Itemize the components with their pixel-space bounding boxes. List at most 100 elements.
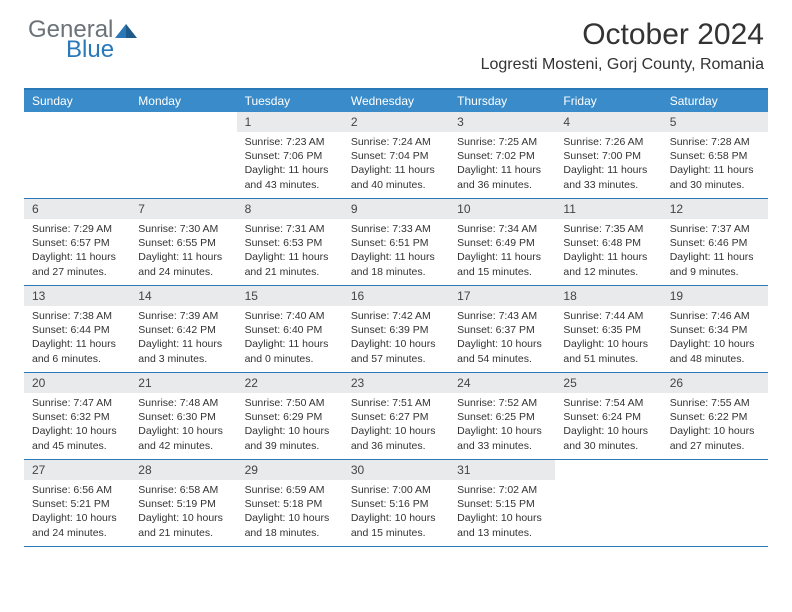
day-number: 9 <box>343 199 449 219</box>
day-details: Sunrise: 7:33 AMSunset: 6:51 PMDaylight:… <box>343 219 449 285</box>
day-cell: 11Sunrise: 7:35 AMSunset: 6:48 PMDayligh… <box>555 199 661 285</box>
day-number: 18 <box>555 286 661 306</box>
sunrise-text: Sunrise: 7:00 AM <box>351 483 441 497</box>
day-details: Sunrise: 7:44 AMSunset: 6:35 PMDaylight:… <box>555 306 661 372</box>
daylight-text: Daylight: 10 hours and 36 minutes. <box>351 424 441 452</box>
sunset-text: Sunset: 6:37 PM <box>457 323 547 337</box>
day-details: Sunrise: 7:52 AMSunset: 6:25 PMDaylight:… <box>449 393 555 459</box>
sunset-text: Sunset: 5:19 PM <box>138 497 228 511</box>
daylight-text: Daylight: 10 hours and 57 minutes. <box>351 337 441 365</box>
day-details: Sunrise: 7:37 AMSunset: 6:46 PMDaylight:… <box>662 219 768 285</box>
sunrise-text: Sunrise: 7:31 AM <box>245 222 335 236</box>
sunset-text: Sunset: 6:46 PM <box>670 236 760 250</box>
day-number: 30 <box>343 460 449 480</box>
sunset-text: Sunset: 6:55 PM <box>138 236 228 250</box>
sunset-text: Sunset: 6:40 PM <box>245 323 335 337</box>
sunrise-text: Sunrise: 7:47 AM <box>32 396 122 410</box>
sunset-text: Sunset: 5:15 PM <box>457 497 547 511</box>
day-number: 28 <box>130 460 236 480</box>
day-cell: 19Sunrise: 7:46 AMSunset: 6:34 PMDayligh… <box>662 286 768 372</box>
daylight-text: Daylight: 10 hours and 18 minutes. <box>245 511 335 539</box>
day-number: 12 <box>662 199 768 219</box>
sunset-text: Sunset: 6:25 PM <box>457 410 547 424</box>
week-row: 20Sunrise: 7:47 AMSunset: 6:32 PMDayligh… <box>24 373 768 460</box>
title-block: October 2024 Logresti Mosteni, Gorj Coun… <box>481 18 764 74</box>
day-number: 31 <box>449 460 555 480</box>
daylight-text: Daylight: 10 hours and 15 minutes. <box>351 511 441 539</box>
day-cell: 1Sunrise: 7:23 AMSunset: 7:06 PMDaylight… <box>237 112 343 198</box>
sunrise-text: Sunrise: 7:46 AM <box>670 309 760 323</box>
sunrise-text: Sunrise: 7:37 AM <box>670 222 760 236</box>
sunset-text: Sunset: 6:44 PM <box>32 323 122 337</box>
daylight-text: Daylight: 10 hours and 39 minutes. <box>245 424 335 452</box>
day-number: 6 <box>24 199 130 219</box>
sunset-text: Sunset: 6:27 PM <box>351 410 441 424</box>
sunrise-text: Sunrise: 7:48 AM <box>138 396 228 410</box>
sunset-text: Sunset: 6:29 PM <box>245 410 335 424</box>
day-cell: 8Sunrise: 7:31 AMSunset: 6:53 PMDaylight… <box>237 199 343 285</box>
day-number: 25 <box>555 373 661 393</box>
day-number: 26 <box>662 373 768 393</box>
weekday-header: Friday <box>555 90 661 112</box>
calendar-table: SundayMondayTuesdayWednesdayThursdayFrid… <box>24 88 768 547</box>
day-details: Sunrise: 7:55 AMSunset: 6:22 PMDaylight:… <box>662 393 768 459</box>
week-row: 27Sunrise: 6:56 AMSunset: 5:21 PMDayligh… <box>24 460 768 547</box>
month-title: October 2024 <box>481 18 764 52</box>
sunrise-text: Sunrise: 7:26 AM <box>563 135 653 149</box>
week-row: 1Sunrise: 7:23 AMSunset: 7:06 PMDaylight… <box>24 112 768 199</box>
weekday-header: Thursday <box>449 90 555 112</box>
day-cell: 3Sunrise: 7:25 AMSunset: 7:02 PMDaylight… <box>449 112 555 198</box>
day-number: 4 <box>555 112 661 132</box>
sunrise-text: Sunrise: 7:43 AM <box>457 309 547 323</box>
day-details: Sunrise: 7:46 AMSunset: 6:34 PMDaylight:… <box>662 306 768 372</box>
day-cell: 6Sunrise: 7:29 AMSunset: 6:57 PMDaylight… <box>24 199 130 285</box>
sunset-text: Sunset: 7:06 PM <box>245 149 335 163</box>
sunrise-text: Sunrise: 7:55 AM <box>670 396 760 410</box>
day-details: Sunrise: 7:47 AMSunset: 6:32 PMDaylight:… <box>24 393 130 459</box>
daylight-text: Daylight: 11 hours and 3 minutes. <box>138 337 228 365</box>
day-number: 19 <box>662 286 768 306</box>
sunset-text: Sunset: 6:58 PM <box>670 149 760 163</box>
weekday-header: Monday <box>130 90 236 112</box>
empty-day-number <box>24 112 130 132</box>
day-cell <box>662 460 768 546</box>
sunrise-text: Sunrise: 7:34 AM <box>457 222 547 236</box>
day-cell: 2Sunrise: 7:24 AMSunset: 7:04 PMDaylight… <box>343 112 449 198</box>
sunrise-text: Sunrise: 7:23 AM <box>245 135 335 149</box>
sunset-text: Sunset: 6:49 PM <box>457 236 547 250</box>
day-cell <box>130 112 236 198</box>
empty-day-number <box>662 460 768 480</box>
day-details: Sunrise: 7:40 AMSunset: 6:40 PMDaylight:… <box>237 306 343 372</box>
day-details: Sunrise: 7:24 AMSunset: 7:04 PMDaylight:… <box>343 132 449 198</box>
sunrise-text: Sunrise: 6:56 AM <box>32 483 122 497</box>
day-cell: 16Sunrise: 7:42 AMSunset: 6:39 PMDayligh… <box>343 286 449 372</box>
sunrise-text: Sunrise: 7:28 AM <box>670 135 760 149</box>
sunset-text: Sunset: 6:22 PM <box>670 410 760 424</box>
day-number: 8 <box>237 199 343 219</box>
day-details: Sunrise: 6:58 AMSunset: 5:19 PMDaylight:… <box>130 480 236 546</box>
day-cell: 4Sunrise: 7:26 AMSunset: 7:00 PMDaylight… <box>555 112 661 198</box>
daylight-text: Daylight: 11 hours and 15 minutes. <box>457 250 547 278</box>
daylight-text: Daylight: 11 hours and 9 minutes. <box>670 250 760 278</box>
sunrise-text: Sunrise: 7:50 AM <box>245 396 335 410</box>
daylight-text: Daylight: 10 hours and 30 minutes. <box>563 424 653 452</box>
sunset-text: Sunset: 7:00 PM <box>563 149 653 163</box>
day-details: Sunrise: 7:54 AMSunset: 6:24 PMDaylight:… <box>555 393 661 459</box>
daylight-text: Daylight: 10 hours and 24 minutes. <box>32 511 122 539</box>
sunset-text: Sunset: 6:30 PM <box>138 410 228 424</box>
day-cell: 5Sunrise: 7:28 AMSunset: 6:58 PMDaylight… <box>662 112 768 198</box>
page-header: GeneralBlue October 2024 Logresti Mosten… <box>0 0 792 82</box>
day-details: Sunrise: 7:29 AMSunset: 6:57 PMDaylight:… <box>24 219 130 285</box>
day-details: Sunrise: 7:43 AMSunset: 6:37 PMDaylight:… <box>449 306 555 372</box>
weekday-header-row: SundayMondayTuesdayWednesdayThursdayFrid… <box>24 90 768 112</box>
week-row: 13Sunrise: 7:38 AMSunset: 6:44 PMDayligh… <box>24 286 768 373</box>
day-cell: 24Sunrise: 7:52 AMSunset: 6:25 PMDayligh… <box>449 373 555 459</box>
day-details: Sunrise: 6:59 AMSunset: 5:18 PMDaylight:… <box>237 480 343 546</box>
day-details: Sunrise: 7:02 AMSunset: 5:15 PMDaylight:… <box>449 480 555 546</box>
sunrise-text: Sunrise: 7:39 AM <box>138 309 228 323</box>
day-number: 13 <box>24 286 130 306</box>
day-number: 3 <box>449 112 555 132</box>
day-details: Sunrise: 6:56 AMSunset: 5:21 PMDaylight:… <box>24 480 130 546</box>
logo-triangle-icon <box>115 24 137 42</box>
day-number: 1 <box>237 112 343 132</box>
